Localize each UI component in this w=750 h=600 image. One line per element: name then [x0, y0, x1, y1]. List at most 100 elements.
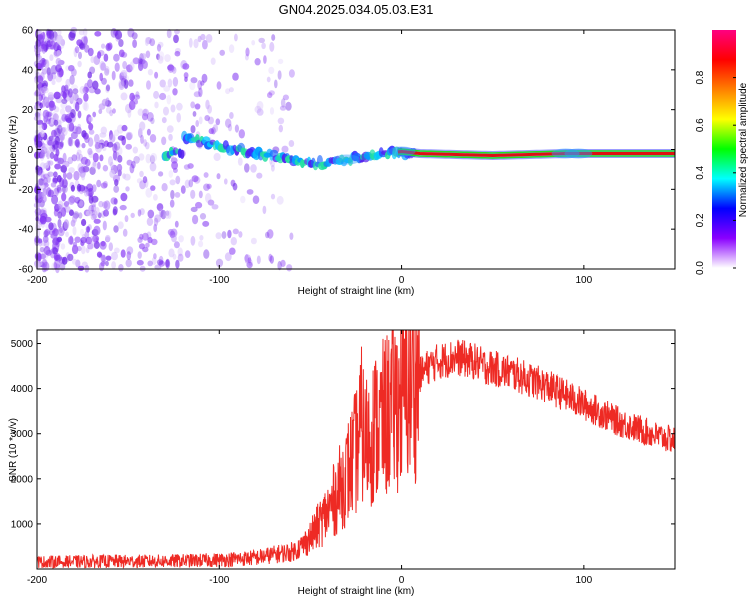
noise-speckle: [88, 192, 93, 201]
noise-speckle: [75, 152, 80, 162]
noise-speckle: [96, 251, 103, 258]
noise-speckle: [234, 33, 238, 42]
noise-speckle: [37, 75, 44, 84]
noise-speckle: [164, 210, 170, 219]
noise-speckle: [147, 69, 153, 76]
noise-speckle: [111, 70, 116, 81]
noise-speckle: [154, 214, 162, 223]
noise-speckle: [280, 259, 286, 267]
noise-speckle: [71, 84, 78, 91]
snr-x-ticks: -200 -100 0 100: [27, 330, 593, 586]
noise-speckle: [244, 253, 249, 264]
noise-speckle: [91, 210, 98, 220]
colorbar-scale: [712, 30, 736, 268]
noise-speckle: [130, 212, 135, 219]
noise-speckle: [240, 195, 246, 204]
noise-speckle: [119, 75, 127, 82]
noise-speckle: [45, 151, 49, 157]
signal-bright-patch: [332, 154, 361, 165]
noise-speckle: [86, 226, 90, 233]
noise-speckle: [94, 31, 102, 37]
noise-speckle: [85, 236, 93, 245]
noise-speckle: [57, 200, 64, 209]
noise-speckle: [80, 165, 88, 173]
noise-speckle: [142, 232, 149, 241]
noise-speckle: [43, 143, 49, 152]
noise-speckle: [168, 133, 173, 141]
noise-speckle: [170, 104, 176, 113]
noise-speckle: [147, 260, 153, 267]
noise-speckle: [93, 225, 101, 236]
noise-speckle: [192, 214, 199, 225]
snr-y-tick-label: 4000: [11, 384, 34, 395]
noise-speckle: [210, 57, 216, 65]
noise-speckle: [277, 260, 282, 271]
noise-speckle: [203, 172, 209, 178]
noise-speckle: [85, 247, 90, 254]
noise-speckle: [109, 133, 116, 143]
noise-speckle: [112, 150, 118, 161]
noise-speckle: [205, 193, 212, 203]
noise-speckle: [68, 209, 74, 216]
noise-speckle: [94, 207, 100, 216]
noise-speckle: [108, 156, 113, 166]
colorbar-tick-label: 0.0: [695, 261, 706, 275]
noise-speckle: [278, 124, 283, 133]
noise-speckle: [89, 66, 96, 74]
noise-speckle: [219, 49, 225, 56]
noise-speckle: [182, 63, 190, 70]
noise-speckle: [87, 47, 94, 57]
noise-speckle: [282, 94, 289, 101]
noise-speckle: [113, 151, 120, 162]
noise-speckle: [46, 172, 51, 179]
noise-speckle: [254, 58, 261, 66]
noise-speckle: [277, 117, 285, 125]
noise-speckle: [87, 148, 93, 155]
noise-speckle: [138, 153, 145, 161]
noise-speckle: [77, 163, 84, 173]
noise-speckle: [61, 256, 68, 265]
noise-speckle: [125, 143, 132, 150]
noise-speckle: [92, 184, 97, 193]
noise-speckle: [215, 118, 221, 126]
noise-speckle: [166, 125, 174, 133]
colorbar-tick-label: 0.8: [695, 70, 706, 84]
spectrogram-y-label: Frequency (Hz): [8, 116, 19, 185]
noise-speckle: [73, 47, 78, 58]
noise-speckle: [81, 218, 87, 227]
noise-speckle: [55, 74, 63, 83]
noise-speckle: [66, 172, 73, 180]
noise-speckle: [254, 105, 262, 113]
noise-speckle: [122, 173, 126, 179]
noise-speckle: [83, 27, 88, 37]
noise-speckle: [156, 259, 164, 266]
noise-speckle: [86, 183, 94, 192]
noise-speckle: [149, 155, 156, 164]
noise-speckle: [88, 150, 94, 158]
colorbar-ticks: 0.0 0.2 0.4 0.6 0.8: [695, 70, 736, 275]
noise-speckle: [256, 108, 264, 116]
noise-speckle: [248, 259, 253, 266]
noise-speckle: [154, 71, 159, 79]
noise-speckle: [234, 124, 239, 133]
noise-speckle: [171, 66, 177, 74]
noise-speckle: [158, 171, 164, 177]
noise-speckle: [150, 185, 156, 191]
noise-speckle: [88, 116, 94, 122]
noise-speckle: [145, 142, 150, 150]
noise-speckle: [225, 118, 232, 128]
noise-speckle: [145, 153, 152, 164]
noise-speckle: [206, 183, 212, 189]
noise-speckle: [89, 235, 97, 245]
noise-speckle: [166, 94, 172, 105]
noise-speckle: [177, 247, 183, 257]
noise-speckle: [60, 243, 66, 250]
noise-speckle: [173, 241, 180, 249]
noise-speckle: [75, 259, 81, 268]
noise-speckle: [68, 136, 74, 147]
spectrogram-x-label: Height of straight line (km): [298, 286, 415, 297]
noise-speckle: [37, 252, 42, 262]
noise-speckle: [173, 34, 179, 44]
signal-bright-patch: [551, 148, 580, 159]
